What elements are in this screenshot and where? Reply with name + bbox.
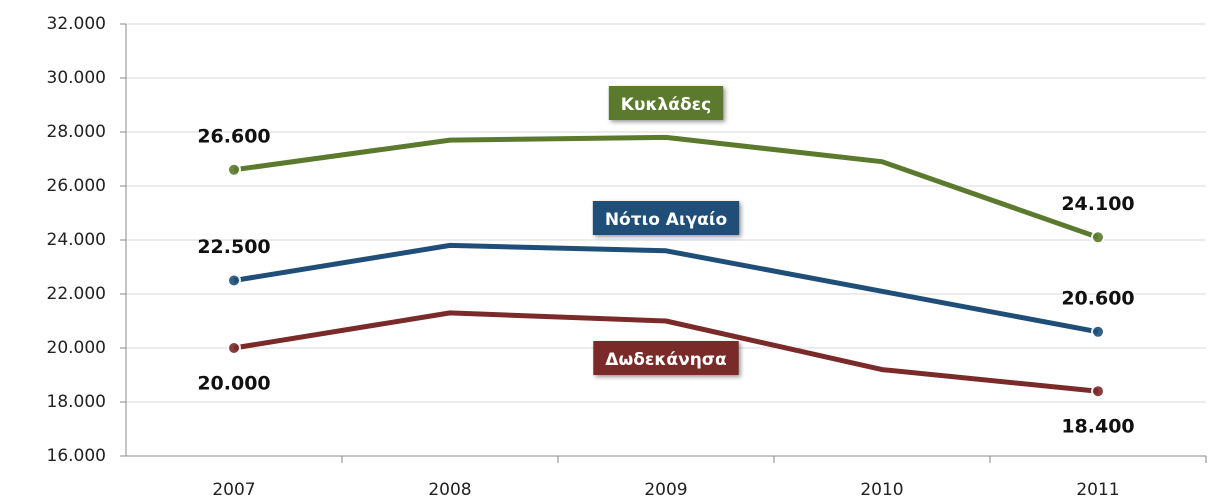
value-label: 24.100 xyxy=(1061,193,1134,215)
series-name: Κυκλάδες xyxy=(621,95,711,115)
value-label: 20.000 xyxy=(197,373,270,395)
series-name-box: Νότιο Αιγαίο xyxy=(592,201,740,235)
name-box-bg xyxy=(592,201,740,235)
x-tick-label: 2010 xyxy=(860,480,903,500)
y-tick-label: 28.000 xyxy=(47,122,106,142)
name-box-bg xyxy=(608,86,724,120)
y-tick-label: 26.000 xyxy=(47,176,106,196)
x-tick-label: 2007 xyxy=(212,480,255,500)
value-label: 26.600 xyxy=(197,125,270,147)
series-line xyxy=(233,134,1099,240)
point-marker xyxy=(227,341,241,355)
point-marker xyxy=(227,273,241,288)
series-name: Δωδεκάνησα xyxy=(605,350,726,370)
series-line xyxy=(233,310,1099,394)
value-label: 18.400 xyxy=(1061,416,1134,438)
series-name: Νότιο Αιγαίο xyxy=(605,210,727,230)
value-label: 20.600 xyxy=(1061,287,1134,309)
value-label: 22.500 xyxy=(197,236,270,258)
series-name-box: Κυκλάδες xyxy=(608,86,724,120)
series-name-box: Δωδεκάνησα xyxy=(593,341,739,375)
x-tick-label: 2011 xyxy=(1076,480,1119,500)
point-marker xyxy=(1091,324,1105,339)
y-tick-label: 20.000 xyxy=(47,338,106,358)
x-tick-label: 2009 xyxy=(644,480,687,500)
y-tick-label: 24.000 xyxy=(47,230,106,250)
point-marker xyxy=(1091,384,1105,399)
x-tick-label: 2008 xyxy=(428,480,471,500)
y-tick-label: 22.000 xyxy=(47,284,106,304)
y-tick-label: 18.000 xyxy=(47,392,106,412)
point-marker xyxy=(1091,230,1105,245)
name-box-bg xyxy=(593,341,739,375)
y-tick-label: 32.000 xyxy=(47,14,106,34)
point-marker xyxy=(227,162,241,177)
y-tick-label: 30.000 xyxy=(47,68,106,88)
series-line xyxy=(233,242,1099,335)
y-tick-label: 16.000 xyxy=(47,446,106,466)
